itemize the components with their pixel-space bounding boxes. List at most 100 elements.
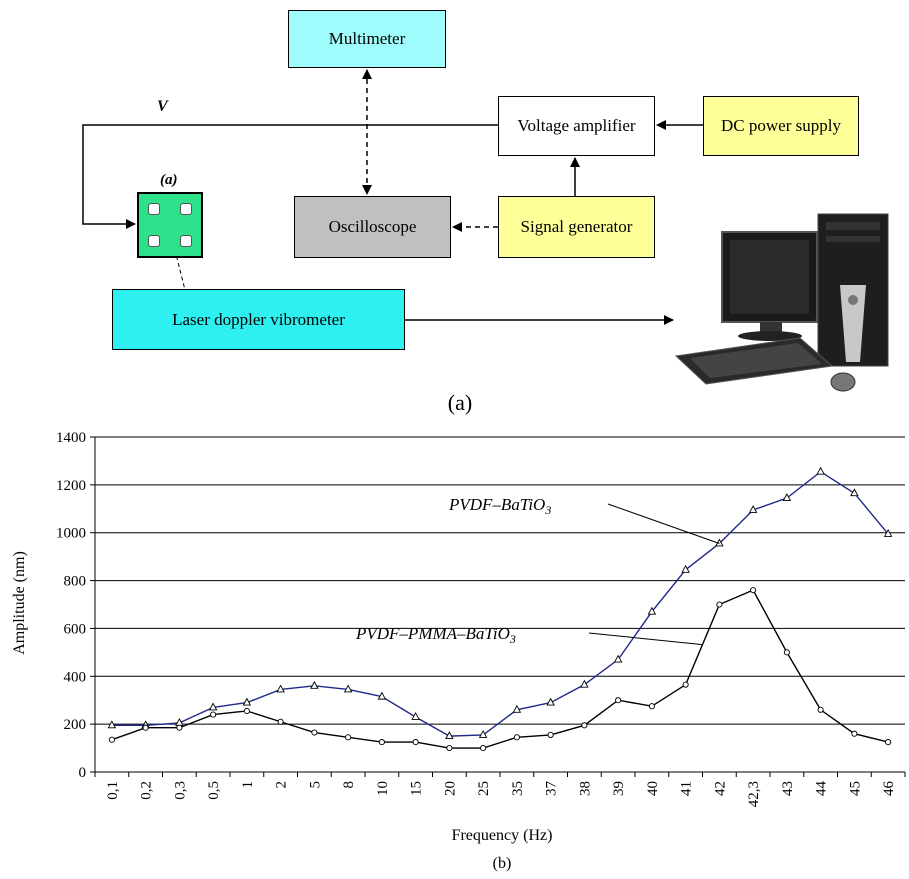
series-line (111, 589, 889, 749)
data-point (512, 704, 522, 713)
data-point (277, 718, 284, 725)
data-point (648, 703, 655, 710)
dc-power-supply-label: DC power supply (721, 116, 841, 135)
data-point (107, 720, 117, 729)
data-point (377, 691, 387, 700)
data-point (108, 736, 115, 743)
data-point (782, 493, 792, 501)
electrode-dot (180, 203, 192, 215)
annotation-subscript: 3 (509, 632, 516, 646)
y-tick-label: 1400 (56, 430, 86, 446)
axes (90, 436, 906, 777)
data-point (210, 711, 217, 718)
x-tick-label: 10 (375, 781, 391, 796)
x-tick-label: 38 (577, 781, 593, 796)
data-point (547, 731, 554, 738)
electrode-dot (148, 203, 160, 215)
series-2 (108, 587, 892, 752)
y-tick-label: 1000 (56, 526, 86, 542)
x-tick-label: 20 (442, 781, 458, 796)
laser-beam (171, 237, 187, 295)
x-tick-label: 0,2 (139, 781, 155, 800)
x-tick-label: 44 (814, 781, 830, 797)
caption-a: (a) (447, 390, 473, 415)
x-tick-label: 45 (847, 781, 863, 796)
x-tick-label: 39 (611, 781, 627, 796)
data-point (647, 606, 657, 615)
x-tick-label: 42 (712, 781, 728, 796)
data-point (580, 679, 589, 688)
data-point (546, 697, 555, 706)
annotation-text: PVDF–PMMA–BaTiO (355, 624, 510, 643)
y-tick-label: 1200 (56, 478, 86, 494)
laser-doppler-vibrometer-box: Laser doppler vibrometer (112, 289, 405, 350)
series-1 (107, 466, 893, 740)
voltage-amplifier-label: Voltage amplifier (517, 116, 636, 135)
data-point (378, 739, 385, 746)
x-tick-label: 43 (780, 781, 796, 796)
voltage-amplifier-box: Voltage amplifier (498, 96, 655, 156)
x-tick-label: 0,5 (206, 781, 222, 800)
y-axis-label: Amplitude (nm) (11, 551, 28, 655)
data-point (345, 734, 352, 741)
data-point (581, 722, 588, 729)
oscilloscope-box: Oscilloscope (294, 196, 451, 258)
data-point (883, 528, 893, 537)
x-tick-label: 37 (544, 781, 560, 797)
y-tick-label: 200 (64, 717, 87, 733)
x-tick-label: 25 (476, 781, 492, 796)
annotation-leader (588, 632, 703, 646)
y-tick-label: 0 (79, 765, 87, 781)
series-annotation: PVDF–BaTiO3 (448, 495, 551, 517)
oscilloscope-label: Oscilloscope (328, 217, 417, 236)
x-tick-label: 42,3 (746, 781, 762, 807)
connection-lines (82, 69, 889, 392)
data-point (716, 601, 723, 608)
data-point (613, 654, 623, 663)
data-point (885, 739, 892, 746)
x-tick-label: 2 (274, 781, 290, 789)
data-point (243, 707, 250, 715)
data-point (343, 684, 353, 693)
data-point (615, 697, 622, 704)
series-group (107, 466, 893, 752)
data-point (242, 697, 252, 706)
multimeter-label: Multimeter (328, 29, 406, 48)
sample-plate (137, 192, 203, 258)
caption-b: (b) (493, 855, 512, 872)
data-point (681, 564, 690, 573)
x-tick-label: 40 (645, 781, 661, 796)
data-point (783, 649, 790, 656)
x-tick-label: 15 (409, 781, 425, 796)
annotation-leader (607, 503, 720, 544)
laser-doppler-vibrometer-label: Laser doppler vibrometer (172, 309, 345, 329)
data-point (748, 505, 758, 513)
voltage-line (82, 124, 498, 229)
electrode-dot (148, 235, 160, 247)
sample-label: (a) (160, 172, 178, 188)
data-point (412, 739, 419, 746)
data-point (411, 712, 420, 720)
data-point (446, 745, 453, 752)
series-annotation: PVDF–PMMA–BaTiO3 (355, 624, 516, 646)
data-point (310, 680, 319, 689)
dc-power-supply-box: DC power supply (703, 96, 859, 156)
data-point (817, 706, 824, 713)
data-point (480, 745, 487, 752)
data-point (142, 724, 149, 731)
x-axis-label: Frequency (Hz) (452, 827, 553, 844)
x-tick-label: 0,1 (105, 781, 121, 800)
data-point (445, 731, 454, 740)
data-point (478, 729, 488, 738)
series-line (111, 470, 889, 737)
data-point (311, 729, 318, 736)
data-point (851, 730, 858, 737)
x-tick-label: 1 (240, 781, 256, 789)
x-tick-label: 35 (510, 781, 526, 796)
y-tick-labels: 0 200 400 600 800 1000 1200 1400 (56, 430, 86, 781)
data-point (850, 488, 859, 497)
x-tick-label: 8 (341, 781, 357, 789)
data-point (750, 587, 757, 594)
grid-lines (95, 436, 905, 725)
annotation-text: PVDF–BaTiO (448, 495, 545, 514)
